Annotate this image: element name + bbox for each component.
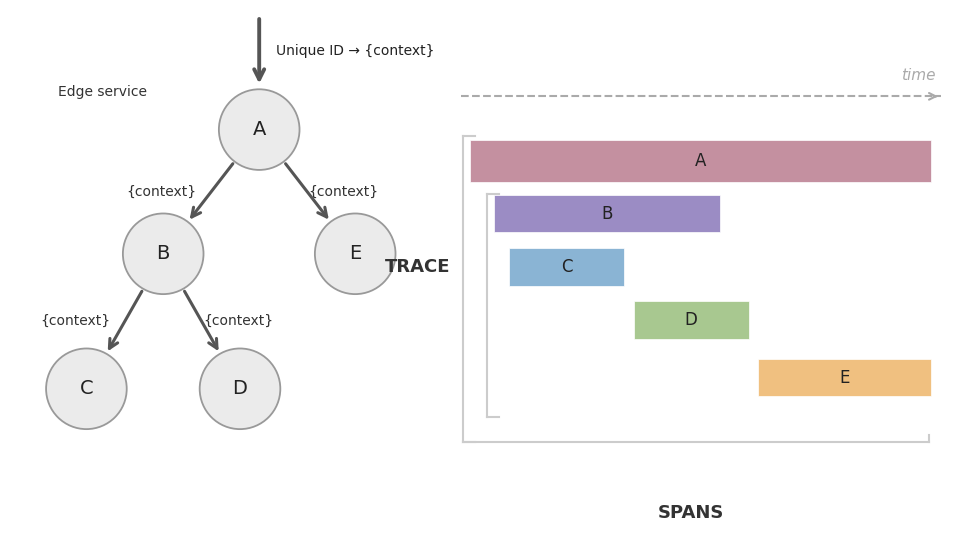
- Text: A: A: [252, 120, 266, 139]
- Text: E: E: [840, 368, 850, 387]
- Text: TRACE: TRACE: [385, 258, 450, 276]
- Text: A: A: [695, 152, 707, 170]
- Ellipse shape: [219, 89, 300, 170]
- Ellipse shape: [46, 348, 127, 429]
- Ellipse shape: [315, 213, 396, 294]
- Ellipse shape: [200, 348, 280, 429]
- Text: C: C: [80, 379, 93, 399]
- Text: D: D: [684, 311, 698, 329]
- Ellipse shape: [123, 213, 204, 294]
- Bar: [494, 195, 720, 233]
- Bar: [470, 139, 931, 181]
- Bar: [634, 301, 749, 339]
- Bar: [758, 359, 931, 396]
- Text: time: time: [901, 68, 936, 83]
- Text: Unique ID → {context}: Unique ID → {context}: [276, 44, 435, 58]
- Text: C: C: [561, 258, 572, 276]
- Text: E: E: [349, 244, 361, 264]
- Text: {context}: {context}: [308, 185, 379, 199]
- Text: SPANS: SPANS: [658, 504, 725, 522]
- Bar: [509, 248, 624, 286]
- Text: {context}: {context}: [126, 185, 197, 199]
- Text: {context}: {context}: [39, 314, 110, 328]
- Text: Edge service: Edge service: [58, 85, 147, 99]
- Text: {context}: {context}: [203, 314, 274, 328]
- Text: B: B: [156, 244, 170, 264]
- Text: D: D: [232, 379, 248, 399]
- Text: B: B: [602, 205, 612, 222]
